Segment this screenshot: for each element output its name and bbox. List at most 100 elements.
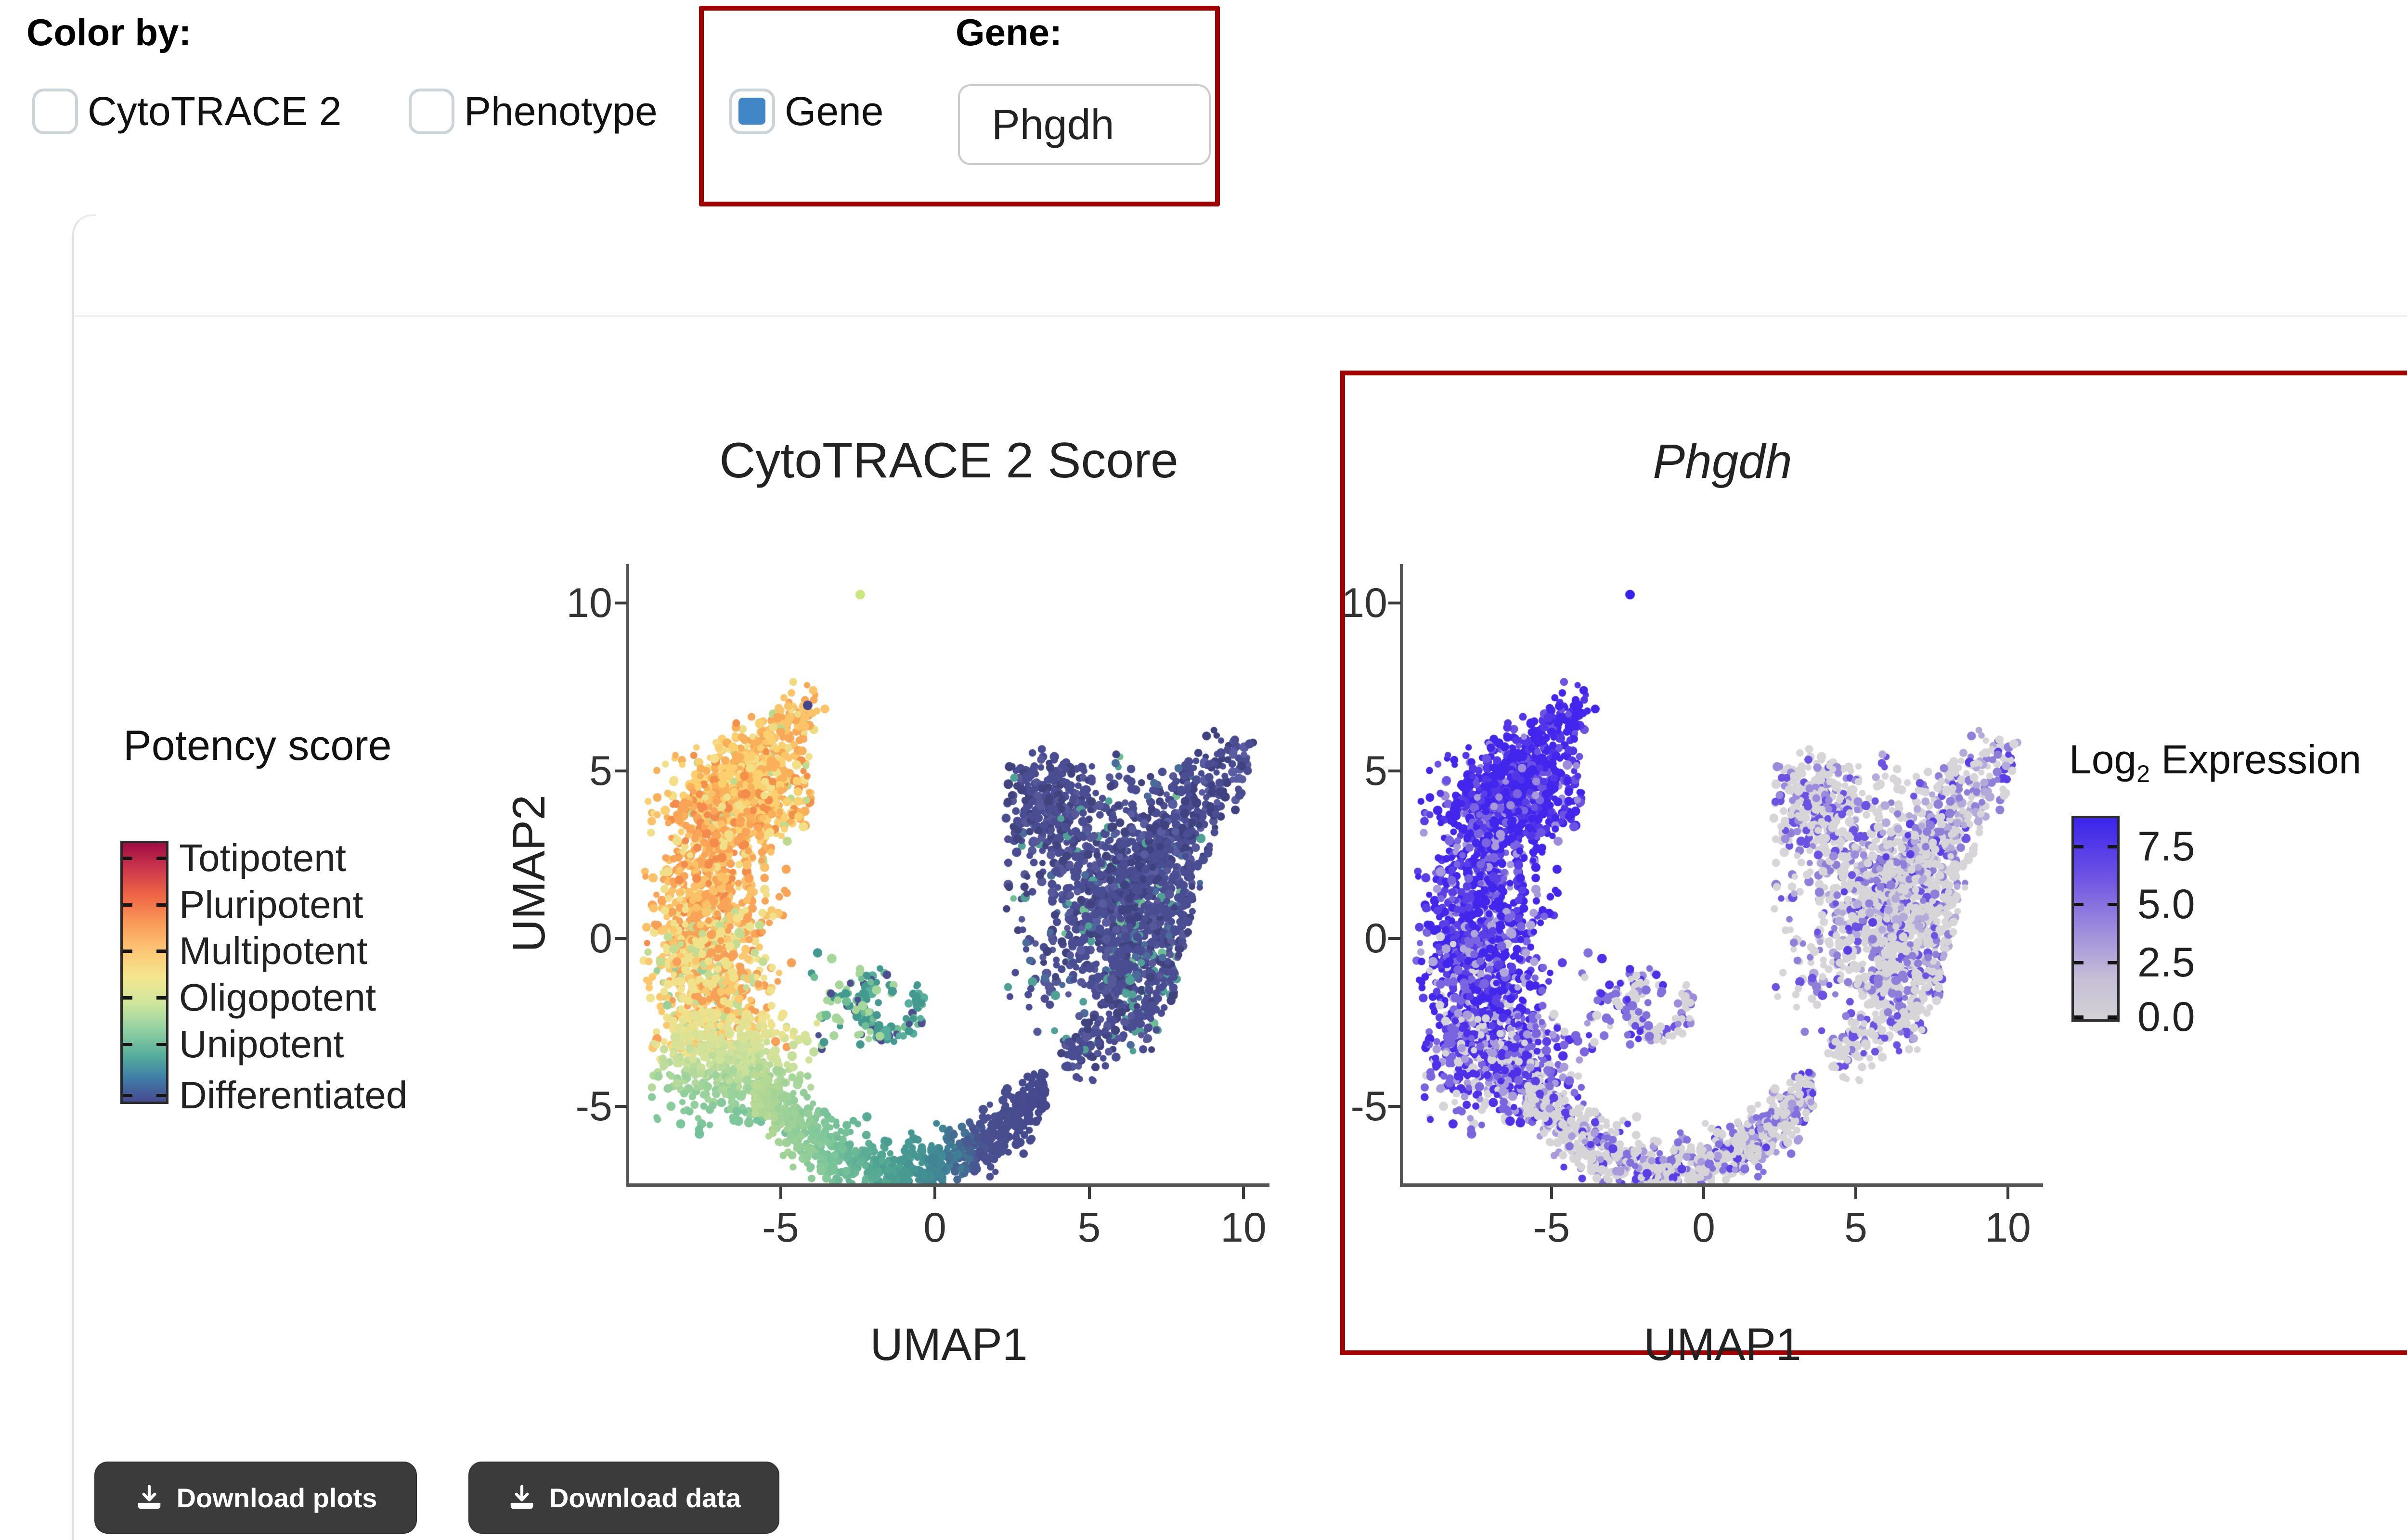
right-plot-x-axis [1400,1183,2043,1187]
legend-tick-mark [156,996,166,1000]
gene-expression-umap-canvas [1402,563,2043,1186]
x-tick-label: 10 [1985,1205,2031,1251]
potency-legend-label: Oligopotent [179,976,376,1019]
gene-section-label: Gene: [956,11,1062,53]
gene-plot-title: Phgdh [1653,435,1792,488]
expression-legend-title: Log2 Expression [2069,736,2361,788]
download-data-button[interactable]: Download data [468,1462,779,1534]
y-tick-label: 5 [589,747,612,794]
legend-tick-mark [123,857,132,860]
x-tick-label: -5 [1533,1205,1570,1251]
legend-tick-mark [156,1042,166,1046]
x-tick-mark [933,1187,936,1199]
potency-colorbar [120,841,168,1104]
legend-tick-mark [156,903,166,907]
potency-legend-label: Differentiated [179,1073,408,1116]
y-tick-mark [1388,937,1401,940]
cytotrace2-checkbox[interactable] [32,88,78,134]
x-tick-label: -5 [762,1205,799,1251]
panel-divider [74,315,2407,317]
expression-legend-title-prefix: Log [2069,737,2137,782]
y-tick-label: 10 [566,580,612,626]
expression-tick-label: 7.5 [2137,823,2195,870]
legend-tick-mark [2074,902,2083,906]
y-tick-label: 5 [1364,747,1387,794]
x-tick-mark [2006,1187,2009,1199]
legend-tick-mark [123,996,132,1000]
x-tick-mark [1854,1187,1857,1199]
y-tick-label: 10 [1341,580,1387,626]
legend-tick-mark [2108,902,2117,906]
left-plot-xlabel: UMAP1 [870,1319,1028,1370]
legend-tick-mark [123,950,132,953]
panel-left-border [72,234,74,1540]
gene-plot-highlight-box [1340,371,2407,1355]
phenotype-checkbox-label: Phenotype [464,88,658,134]
x-tick-mark [1242,1187,1245,1199]
gene-controls-highlight-box [699,6,1220,206]
download-icon [134,1483,164,1513]
legend-tick-mark [123,1093,132,1097]
y-tick-label: 0 [1364,915,1387,962]
x-tick-label: 0 [1692,1205,1715,1251]
y-tick-mark [615,602,627,604]
legend-tick-mark [2108,845,2117,848]
legend-tick-mark [156,950,166,953]
legend-tick-mark [123,903,132,907]
y-tick-mark [1388,769,1401,772]
y-tick-label: -5 [1350,1083,1387,1129]
legend-tick-mark [2074,961,2083,964]
expression-colorbar [2071,816,2120,1022]
expression-tick-label: 2.5 [2137,939,2195,986]
cytotrace-umap-canvas [629,563,1269,1186]
potency-legend-label: Totipotent [179,836,346,880]
gene-input[interactable] [958,84,1211,165]
legend-tick-mark [2108,1015,2117,1019]
x-tick-label: 5 [1844,1205,1867,1251]
left-plot-x-axis [626,1183,1269,1187]
legend-tick-mark [2108,961,2117,964]
y-tick-label: 0 [589,915,612,962]
download-data-label: Download data [549,1482,741,1513]
legend-tick-mark [2074,1015,2083,1019]
cytotrace2-checkbox-label: CytoTRACE 2 [88,88,342,134]
download-plots-label: Download plots [176,1482,377,1513]
x-tick-mark [1550,1187,1553,1199]
legend-tick-mark [156,1093,166,1097]
right-plot-xlabel: UMAP1 [1643,1319,1801,1370]
y-tick-mark [615,1104,627,1108]
legend-tick-mark [2074,845,2083,848]
x-tick-mark [779,1187,782,1199]
x-tick-mark [1702,1187,1705,1199]
expression-tick-label: 5.0 [2137,881,2195,927]
x-tick-label: 10 [1220,1205,1267,1251]
y-tick-label: -5 [575,1083,612,1129]
legend-tick-mark [123,1042,132,1046]
y-tick-mark [1388,602,1401,604]
y-tick-mark [615,937,627,940]
potency-legend-label: Unipotent [179,1022,344,1065]
legend-tick-mark [156,857,166,860]
checkbox-item-gene: Gene [729,88,884,134]
gene-checkbox-label: Gene [785,88,884,134]
color-by-label: Color by: [26,11,192,53]
potency-legend-title: Potency score [123,721,392,769]
gene-checkbox[interactable] [729,88,775,134]
y-tick-mark [615,769,627,772]
potency-legend-label: Pluripotent [179,883,363,926]
expression-legend-title-suffix: Expression [2150,737,2362,782]
left-plot-y-axis [626,564,629,1187]
x-tick-label: 5 [1077,1205,1101,1251]
phenotype-checkbox[interactable] [409,88,454,134]
y-tick-mark [1388,1104,1401,1108]
checkbox-item-cytotrace2: CytoTRACE 2 [32,88,341,134]
x-tick-mark [1087,1187,1091,1199]
expression-tick-label: 0.0 [2137,993,2195,1040]
right-plot-y-axis [1400,564,1403,1187]
expression-legend-title-sub: 2 [2136,759,2150,787]
panel-corner [72,214,96,238]
download-plots-button[interactable]: Download plots [94,1462,417,1534]
checkbox-item-phenotype: Phenotype [409,88,658,134]
download-icon [507,1483,537,1513]
